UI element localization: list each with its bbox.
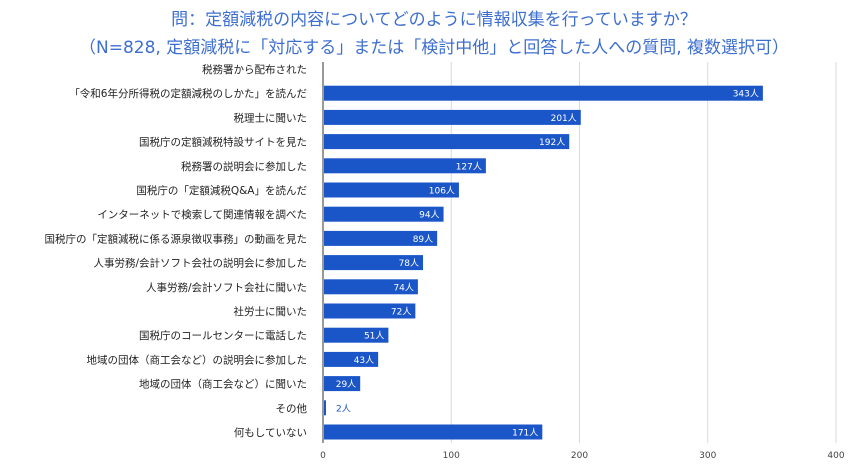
data-label: 171人	[512, 428, 538, 439]
bar	[324, 303, 416, 319]
category-label: 人事労務/会計ソフト会社の説明会に参加した	[93, 257, 307, 270]
data-label: 106人	[429, 186, 455, 197]
data-label: 29人	[336, 379, 356, 390]
chart-subtitle: （N=828, 定額減税に「対応する」または「検討中他」と回答した人への質問, …	[78, 38, 790, 58]
bar	[324, 134, 570, 150]
data-label: 343人	[733, 89, 759, 100]
data-label: 89人	[413, 234, 433, 245]
category-label: その他	[276, 402, 308, 415]
category-label: 国税庁のコールセンターに電話した	[139, 329, 307, 342]
category-label: 地域の団体（商工会など）に聞いた	[139, 378, 307, 391]
category-label: 人事労務/会計ソフト会社に聞いた	[146, 281, 307, 294]
bar	[324, 109, 581, 125]
chart-title: 問：定額減税の内容についてどのように情報収集を行っていますか？	[171, 10, 697, 30]
category-label: 国税庁の「定額減税に係る源泉徴収事務」の動画を見た	[45, 232, 308, 245]
x-tick-label-200: 200	[571, 451, 588, 461]
x-tick-label-400: 400	[827, 451, 844, 461]
data-label: 74人	[393, 282, 413, 293]
category-label: インターネットで検索して関連情報を調べた	[97, 208, 307, 221]
data-label: 2人	[336, 403, 351, 414]
category-label: 税務署の説明会に参加した	[181, 160, 307, 173]
data-label: 72人	[391, 307, 411, 318]
x-tick-label-300: 300	[699, 451, 716, 461]
data-label: 94人	[419, 210, 439, 221]
bar	[324, 230, 438, 246]
data-label: 43人	[354, 355, 374, 366]
category-label: 税理士に聞いた	[234, 111, 308, 124]
category-label: 国税庁の定額減税特設サイトを見た	[139, 136, 307, 149]
bar	[324, 327, 389, 343]
data-label: 127人	[456, 161, 482, 172]
bar	[324, 279, 418, 295]
bar	[324, 158, 486, 174]
data-label: 201人	[551, 113, 577, 124]
bar	[324, 206, 444, 222]
category-label: 地域の団体（商工会など）の説明会に参加した	[87, 353, 308, 366]
category-label: 「令和6年分所得税の定額減税のしかた」を読んだ	[69, 87, 307, 100]
bar	[324, 400, 326, 416]
bar	[324, 255, 424, 271]
bar	[324, 424, 543, 440]
category-label: 社労士に聞いた	[234, 305, 308, 318]
bar	[324, 376, 361, 392]
bar	[324, 182, 459, 198]
category-label: 税務署から配布された	[202, 63, 307, 76]
data-label: 51人	[364, 331, 384, 342]
x-tick-label-0: 0	[320, 451, 326, 461]
category-label: 国税庁の「定額減税Q&A」を読んだ	[136, 184, 307, 197]
bar	[324, 351, 379, 367]
category-label: 何もしていない	[234, 426, 307, 439]
x-tick-label-100: 100	[443, 451, 460, 461]
bar	[324, 85, 763, 101]
data-label: 192人	[539, 137, 565, 148]
data-label: 78人	[399, 258, 419, 269]
